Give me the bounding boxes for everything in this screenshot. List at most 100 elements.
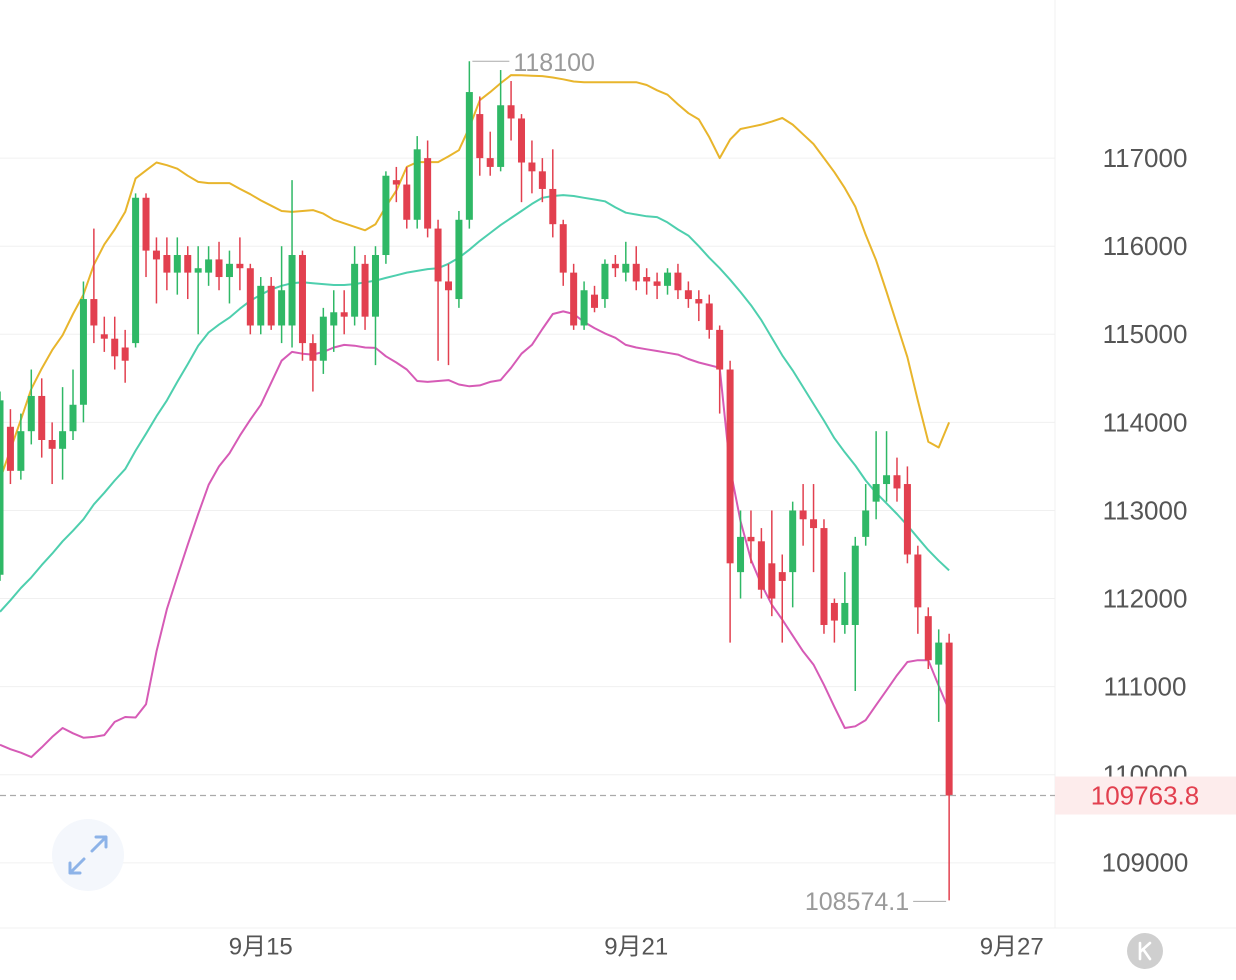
candle-body [799, 510, 807, 520]
candle-body [257, 285, 265, 326]
candle-body [205, 259, 213, 273]
candle-body [361, 263, 369, 317]
candle-body [716, 329, 724, 370]
candle-body [497, 105, 505, 167]
candle-body [684, 290, 692, 300]
candle-body [705, 303, 713, 330]
candle-body [455, 219, 463, 300]
candle-body [340, 312, 348, 317]
candle-body [225, 263, 233, 278]
candle-body [132, 197, 140, 344]
candle-body [111, 338, 119, 357]
candle-body [695, 299, 703, 304]
candle-body [309, 343, 317, 361]
candle-body [48, 439, 56, 449]
y-tick-label: 117000 [1103, 143, 1188, 173]
candle-body [319, 316, 327, 361]
candle-body [591, 294, 599, 308]
candle-body [872, 484, 880, 502]
candle-body [601, 263, 609, 300]
k-icon[interactable] [1138, 941, 1152, 961]
overlay: 118100 108574.1 109763.8 [0, 49, 1236, 916]
candle-body [935, 642, 943, 665]
candle-body [820, 528, 828, 625]
candle-body [59, 431, 67, 449]
y-tick-label: 111000 [1104, 672, 1187, 702]
expand-icon[interactable] [68, 835, 108, 875]
candle-body [465, 92, 473, 220]
candle-body [570, 272, 578, 326]
candle-body [434, 228, 442, 282]
candle-body [330, 312, 338, 326]
candle-body [236, 263, 244, 269]
candle-body [90, 299, 98, 326]
candle-body [194, 268, 202, 273]
candle-body [924, 616, 932, 661]
candle-body [528, 162, 536, 172]
x-tick-label: 9月15 [229, 933, 293, 960]
candle-body [622, 263, 630, 273]
candle-body [747, 536, 755, 542]
candle-body [403, 184, 411, 220]
max-label: 118100 [513, 49, 595, 77]
last-price-label: 109763.8 [1091, 780, 1199, 810]
candles [0, 61, 953, 901]
candle-body [789, 510, 797, 573]
candle-body [518, 118, 526, 163]
y-tick-label: 113000 [1103, 495, 1188, 525]
candle-body [830, 602, 838, 621]
x-tick-label: 9月27 [980, 933, 1044, 960]
candle-body [810, 519, 818, 529]
candle-body [142, 197, 150, 251]
candle-body [184, 255, 192, 273]
candle-body [351, 263, 359, 317]
candle-body [298, 255, 306, 344]
candle-body [371, 255, 379, 317]
candle-body [173, 255, 181, 273]
candle-body [862, 510, 870, 537]
y-tick-label: 114000 [1103, 407, 1188, 437]
candle-body [538, 171, 546, 189]
grid: 1090001100001110001120001130001140001150… [0, 143, 1188, 960]
candle-body [444, 281, 452, 291]
band-line [0, 194, 950, 613]
band-line [0, 74, 951, 480]
candle-body [79, 299, 87, 405]
expand-button-bg[interactable] [52, 819, 124, 891]
candle-body [851, 545, 859, 625]
candle-body [246, 268, 254, 326]
candle-body [0, 400, 4, 575]
candle-body [778, 572, 786, 581]
candle-body [100, 334, 108, 339]
candle-body [549, 188, 557, 225]
candle-body [893, 475, 901, 489]
candle-body [632, 263, 640, 282]
min-label: 108574.1 [805, 888, 909, 916]
expand-button[interactable] [52, 819, 124, 891]
candle-body [841, 602, 849, 625]
candle-body [27, 395, 35, 432]
candle-body [392, 180, 400, 185]
last-price-box [1055, 776, 1236, 815]
candle-body [163, 255, 171, 273]
candle-body [476, 114, 484, 159]
candle-body [413, 149, 421, 220]
candle-body [643, 277, 651, 282]
candle-body [664, 272, 672, 286]
candle-body [69, 404, 77, 432]
candle-body [653, 281, 661, 286]
candle-body [17, 431, 25, 471]
y-tick-label: 116000 [1103, 231, 1188, 261]
candle-body [757, 541, 765, 590]
y-tick-label: 115000 [1103, 319, 1188, 349]
y-tick-label: 112000 [1103, 583, 1188, 613]
candle-body [559, 224, 567, 273]
x-tick-label: 9月21 [604, 933, 668, 960]
candle-body [726, 369, 734, 564]
candle-body [152, 250, 160, 260]
candle-body [278, 290, 286, 326]
k-button[interactable] [1127, 933, 1163, 969]
